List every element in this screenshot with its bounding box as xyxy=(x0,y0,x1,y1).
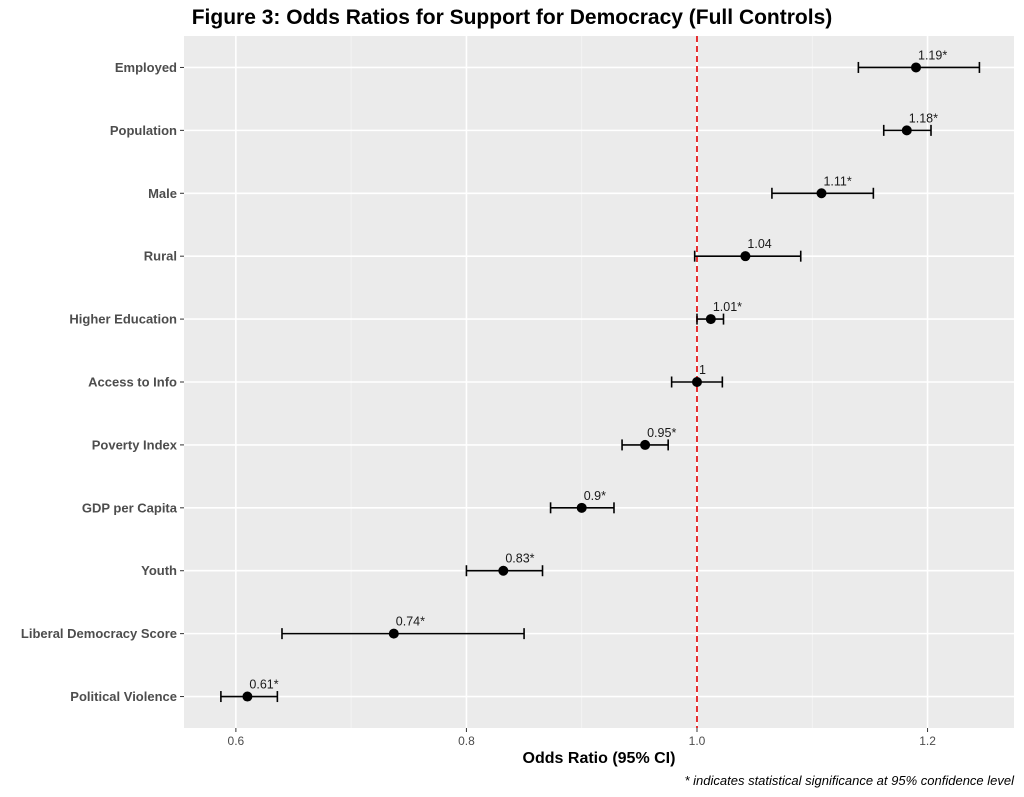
category-label: Employed xyxy=(115,60,177,75)
odds-ratio-point xyxy=(705,314,716,325)
category-label: Access to Info xyxy=(88,375,177,390)
estimate-group: 1.04 xyxy=(693,237,802,262)
estimate-group: 0.61* xyxy=(220,678,279,703)
odds-ratio-point xyxy=(498,565,509,576)
x-axis-label: Odds Ratio (95% CI) xyxy=(522,750,676,767)
estimate-group: 1.19* xyxy=(857,48,981,73)
estimate-group: 0.83* xyxy=(465,552,544,577)
category-label: Population xyxy=(110,123,177,138)
footnote: * indicates statistical significance at … xyxy=(684,773,1014,788)
data-marks: 1.19* 1.18* 1.11* 1.04 1.01* 1 0.95* 0.9* 0.83* 0… xyxy=(220,48,981,703)
estimate-group: 1 xyxy=(670,363,724,388)
odds-ratio-point xyxy=(816,188,827,199)
value-label: 0.9* xyxy=(584,489,606,503)
odds-ratio-point xyxy=(640,439,651,450)
category-labels: Employed Population Male Rural Higher Educat… xyxy=(21,60,184,704)
category-label: Rural xyxy=(144,249,177,264)
estimate-group: 1.01* xyxy=(696,300,742,325)
odds-ratio-point xyxy=(691,377,702,387)
x-tick-label: 0.8 xyxy=(458,734,475,748)
category-label: GDP per Capita xyxy=(82,500,178,515)
value-label: 0.74* xyxy=(396,615,425,629)
estimate-group: 1.11* xyxy=(771,174,875,199)
odds-ratio-point xyxy=(576,502,587,513)
category-label: Political Violence xyxy=(70,689,177,704)
category-label: Youth xyxy=(141,563,177,578)
value-label: 1.04 xyxy=(747,237,771,251)
value-label: 0.83* xyxy=(505,552,534,566)
category-label: Male xyxy=(148,186,177,201)
value-label: 1.01* xyxy=(713,300,742,314)
odds-ratio-point xyxy=(242,691,253,702)
estimate-group: 1.18* xyxy=(882,111,938,136)
x-tick-label: 1.0 xyxy=(689,734,706,748)
estimate-group: 0.95* xyxy=(621,426,676,451)
estimate-group: 0.9* xyxy=(549,489,615,514)
value-label: 1.18* xyxy=(909,111,938,125)
x-tick-label: 1.2 xyxy=(919,734,936,748)
value-label: 1.11* xyxy=(823,174,851,188)
odds-ratio-point xyxy=(911,62,922,73)
odds-ratio-point xyxy=(901,125,912,136)
category-label: Higher Education xyxy=(69,312,177,327)
odds-ratio-point xyxy=(388,628,399,639)
value-label: 0.61* xyxy=(249,678,278,692)
value-label: 0.95* xyxy=(647,426,676,440)
category-label: Liberal Democracy Score xyxy=(21,626,177,641)
chart-title: Figure 3: Odds Ratios for Support for De… xyxy=(191,6,833,29)
odds-ratio-point xyxy=(740,251,751,262)
x-tick-label: 0.6 xyxy=(228,734,245,748)
x-tick-labels: 0.6 0.8 1.0 1.2 xyxy=(228,728,936,748)
value-label: 1 xyxy=(699,363,706,377)
estimate-group: 0.74* xyxy=(281,615,525,640)
value-label: 1.19* xyxy=(918,48,947,62)
category-label: Poverty Index xyxy=(92,437,178,452)
